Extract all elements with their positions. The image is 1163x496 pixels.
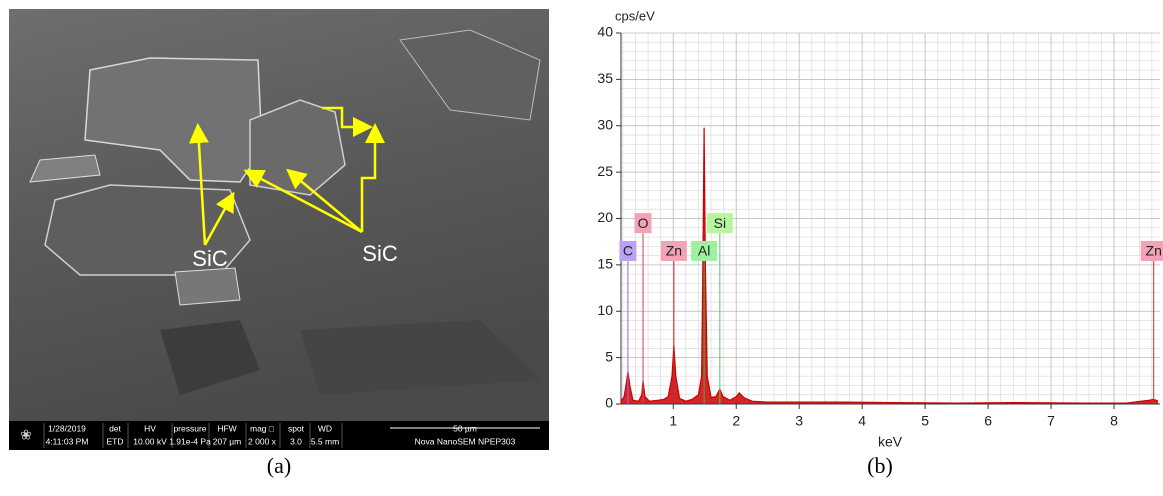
element-box xyxy=(1140,240,1163,261)
y-axis-label: cps/eV xyxy=(615,8,655,23)
caption: (a) xyxy=(267,453,291,478)
info-text: spot xyxy=(288,423,305,433)
x-tick-label: 7 xyxy=(1047,413,1055,429)
element-box xyxy=(706,213,733,234)
info-text: 1/28/2019 xyxy=(48,423,86,433)
info-text: WD xyxy=(318,423,332,433)
element-box xyxy=(619,240,637,261)
info-text: pressure xyxy=(173,423,206,433)
sic-label: SiC xyxy=(362,241,398,266)
x-tick-label: 3 xyxy=(795,413,803,429)
info-text: 207 µm xyxy=(213,436,242,446)
y-tick-label: 25 xyxy=(597,163,613,179)
x-axis-label: keV xyxy=(878,434,903,450)
info-text: 10.00 kV xyxy=(133,436,167,446)
x-tick-label: 2 xyxy=(732,413,740,429)
y-tick-label: 30 xyxy=(597,116,613,132)
element-box xyxy=(691,240,718,261)
info-text: 4:11:03 PM xyxy=(46,436,89,446)
x-tick-label: 1 xyxy=(669,413,677,429)
element-label: Si xyxy=(714,215,726,231)
y-tick-label: 0 xyxy=(605,395,613,411)
sic-label: SiC xyxy=(192,246,228,271)
x-tick-label: 4 xyxy=(858,413,866,429)
y-tick-label: 35 xyxy=(597,70,613,86)
spectrum-chart: 0 5 10 15 20 25 30 35 40 1 2 3 4 5 6 7 8 cps/eV keV (b) CO Zn… xyxy=(597,8,1163,478)
y-tick-label: 40 xyxy=(597,24,613,40)
x-tick-label: 8 xyxy=(1110,413,1118,429)
element-box xyxy=(660,240,687,261)
info-text: Nova NanoSEM NPEP303 xyxy=(415,436,516,446)
info-text: 1.91e-4 Pa xyxy=(169,436,211,446)
spectrum-area xyxy=(621,127,1159,404)
info-text: 5.5 mm xyxy=(311,436,339,446)
info-text: mag □ xyxy=(250,423,274,433)
y-tick-label: 15 xyxy=(597,256,613,272)
info-text: det xyxy=(109,423,121,433)
element-label: O xyxy=(638,215,649,231)
info-text: 3.0 xyxy=(290,436,302,446)
info-text: 2 000 x xyxy=(248,436,277,446)
element-label: Al xyxy=(698,243,710,259)
info-bar: ❀ 1/28/2019 4:11:03 PM det ETD HV 10.00 kV pres… xyxy=(20,423,540,448)
logo: ❀ xyxy=(20,427,32,443)
y-tick-label: 10 xyxy=(597,302,613,318)
element-label: Zn xyxy=(1146,243,1162,259)
y-tick-label: 20 xyxy=(597,209,613,225)
info-text: ETD xyxy=(107,436,124,446)
info-text: HV xyxy=(144,423,156,433)
element-label: C xyxy=(623,243,633,259)
x-tick-label: 5 xyxy=(921,413,929,429)
y-tick-label: 5 xyxy=(605,348,613,364)
caption: (b) xyxy=(867,453,893,478)
element-box xyxy=(634,213,652,234)
element-label: Zn xyxy=(666,243,682,259)
x-tick-label: 6 xyxy=(984,413,992,429)
sem-image: SiC SiC ❀ 1/28/2019 4:11:03 PM det ETD HV 10.0… xyxy=(9,9,549,450)
info-text: HFW xyxy=(217,423,236,433)
